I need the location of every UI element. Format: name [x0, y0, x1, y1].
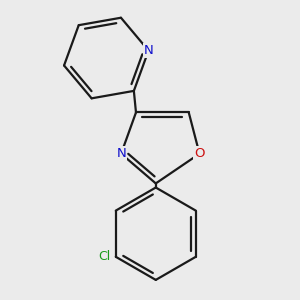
Text: N: N [144, 44, 153, 57]
Text: N: N [116, 147, 126, 160]
Text: Cl: Cl [99, 250, 111, 263]
Text: O: O [194, 147, 205, 160]
